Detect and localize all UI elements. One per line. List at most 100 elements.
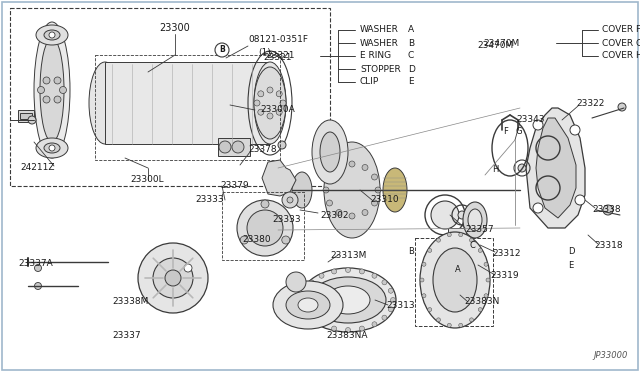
Ellipse shape	[247, 210, 283, 246]
Circle shape	[458, 211, 466, 219]
Text: 23338: 23338	[592, 205, 621, 215]
Circle shape	[267, 113, 273, 119]
Circle shape	[38, 87, 45, 93]
Circle shape	[428, 308, 432, 312]
Text: 23300L: 23300L	[130, 176, 164, 185]
Circle shape	[282, 236, 290, 244]
Ellipse shape	[320, 132, 340, 172]
Ellipse shape	[433, 248, 477, 312]
Text: 23357: 23357	[465, 225, 493, 234]
Circle shape	[43, 96, 50, 103]
Circle shape	[372, 273, 377, 278]
Text: COVER F: COVER F	[602, 26, 640, 35]
Circle shape	[60, 87, 67, 93]
Bar	[10, 8, 330, 186]
Text: 24211Z: 24211Z	[20, 164, 54, 173]
Ellipse shape	[431, 201, 459, 229]
Circle shape	[309, 315, 314, 320]
Text: C: C	[470, 241, 476, 250]
Text: 23380: 23380	[242, 235, 271, 244]
Text: (1): (1)	[258, 48, 271, 57]
Ellipse shape	[326, 286, 370, 314]
Circle shape	[49, 32, 55, 38]
Ellipse shape	[292, 172, 312, 208]
Circle shape	[261, 200, 269, 208]
Circle shape	[360, 326, 364, 331]
Ellipse shape	[312, 120, 348, 184]
Circle shape	[54, 96, 61, 103]
Circle shape	[382, 315, 387, 320]
Ellipse shape	[44, 30, 60, 40]
Text: 23470M: 23470M	[484, 38, 520, 48]
Circle shape	[362, 209, 368, 215]
Text: D: D	[568, 247, 575, 257]
Circle shape	[43, 77, 50, 84]
Text: WASHER: WASHER	[360, 38, 399, 48]
Text: E: E	[408, 77, 413, 87]
Ellipse shape	[40, 38, 64, 142]
Circle shape	[35, 282, 42, 289]
Circle shape	[518, 164, 526, 172]
Ellipse shape	[286, 272, 306, 292]
Circle shape	[319, 273, 324, 278]
Circle shape	[35, 264, 42, 272]
Ellipse shape	[219, 141, 231, 153]
Circle shape	[309, 280, 314, 285]
Text: 23312: 23312	[492, 250, 520, 259]
Circle shape	[470, 318, 474, 322]
Ellipse shape	[273, 281, 343, 329]
Circle shape	[478, 248, 483, 253]
Circle shape	[575, 195, 585, 205]
Text: JP33000: JP33000	[594, 351, 628, 360]
Circle shape	[336, 209, 342, 215]
Text: 23343: 23343	[516, 115, 545, 125]
Circle shape	[486, 278, 490, 282]
Text: G: G	[516, 128, 522, 137]
Text: WASHER: WASHER	[360, 26, 399, 35]
Bar	[222, 192, 304, 260]
Circle shape	[332, 269, 337, 274]
Ellipse shape	[153, 258, 193, 298]
Ellipse shape	[286, 291, 330, 319]
Text: COVER H: COVER H	[602, 51, 640, 61]
Text: 23313: 23313	[386, 301, 415, 311]
Circle shape	[276, 109, 282, 115]
Text: 23318: 23318	[594, 241, 623, 250]
Text: STOPPER: STOPPER	[360, 64, 401, 74]
Bar	[95, 55, 280, 160]
Ellipse shape	[165, 270, 181, 286]
Circle shape	[388, 288, 394, 293]
Ellipse shape	[254, 62, 286, 144]
Text: B: B	[219, 45, 225, 55]
Circle shape	[49, 145, 55, 151]
Polygon shape	[262, 160, 296, 196]
Circle shape	[459, 233, 463, 237]
Circle shape	[436, 318, 440, 322]
Circle shape	[346, 327, 351, 333]
Text: 08121-0351F: 08121-0351F	[248, 35, 308, 45]
Circle shape	[447, 233, 451, 237]
Ellipse shape	[36, 138, 68, 158]
Ellipse shape	[36, 25, 68, 45]
Bar	[105, 62, 270, 144]
Text: 23470M: 23470M	[477, 42, 514, 51]
Circle shape	[484, 294, 488, 298]
Text: 23319: 23319	[490, 272, 518, 280]
Circle shape	[447, 323, 451, 327]
Circle shape	[278, 141, 286, 149]
Text: B: B	[408, 38, 414, 48]
Text: C: C	[408, 51, 414, 61]
Circle shape	[332, 326, 337, 331]
Circle shape	[422, 262, 426, 266]
Text: 23378: 23378	[248, 145, 276, 154]
Circle shape	[54, 77, 61, 84]
Ellipse shape	[254, 67, 286, 139]
Circle shape	[240, 236, 248, 244]
Text: E: E	[568, 260, 573, 269]
Circle shape	[326, 200, 333, 206]
Circle shape	[28, 116, 36, 124]
Circle shape	[371, 174, 378, 180]
Bar	[18, 110, 34, 122]
Bar	[218, 138, 250, 156]
Polygon shape	[536, 118, 576, 218]
